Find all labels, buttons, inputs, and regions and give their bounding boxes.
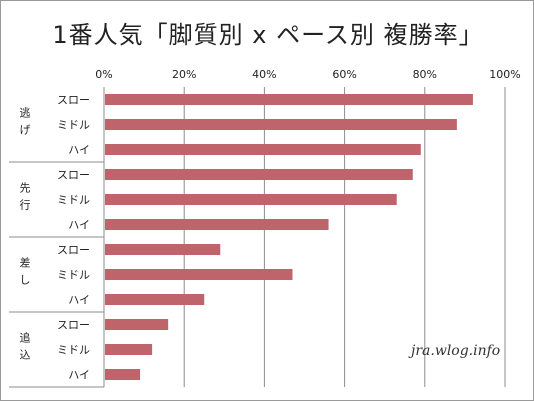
x-tick-label: 100%	[489, 68, 520, 81]
category-pace-label: ハイ	[68, 294, 90, 307]
category-group-label: 行	[20, 199, 31, 212]
bar	[105, 144, 421, 155]
bar	[105, 94, 473, 105]
category-pace-label: スロー	[57, 319, 90, 332]
category-group-label: 逃	[20, 107, 31, 120]
category-pace-label: ミドル	[57, 119, 90, 132]
bar	[105, 119, 457, 130]
bar	[105, 319, 169, 330]
category-group-label: 先	[20, 182, 31, 195]
bar	[105, 269, 293, 280]
bar	[105, 369, 141, 380]
x-tick-label: 60%	[332, 68, 356, 81]
category-group-label: 込	[20, 349, 31, 362]
bar	[105, 194, 397, 205]
category-pace-label: ミドル	[57, 194, 90, 207]
chart-title: 1番人気「脚質別 x ペース別 複勝率」	[52, 21, 484, 49]
category-pace-label: ミドル	[57, 269, 90, 282]
category-pace-label: ハイ	[68, 219, 90, 232]
x-tick-label: 80%	[413, 68, 437, 81]
category-group-label: 差	[20, 256, 31, 270]
category-pace-label: ミドル	[57, 344, 90, 357]
category-pace-label: スロー	[57, 94, 90, 107]
x-tick-label: 20%	[172, 68, 196, 81]
x-tick-label: 0%	[95, 68, 112, 81]
category-pace-label: ハイ	[68, 369, 90, 382]
bar	[105, 219, 329, 230]
category-pace-label: スロー	[57, 244, 90, 257]
category-group-label: 追	[20, 331, 31, 345]
bar	[105, 344, 153, 355]
category-pace-label: スロー	[57, 169, 90, 182]
category-group-label: げ	[20, 124, 31, 137]
bar	[105, 294, 205, 305]
watermark: jra.wlog.info	[411, 343, 501, 359]
category-group-label: し	[20, 274, 31, 287]
bar	[105, 169, 413, 180]
bar	[105, 244, 221, 255]
category-pace-label: ハイ	[68, 144, 90, 157]
x-tick-label: 40%	[252, 68, 276, 81]
